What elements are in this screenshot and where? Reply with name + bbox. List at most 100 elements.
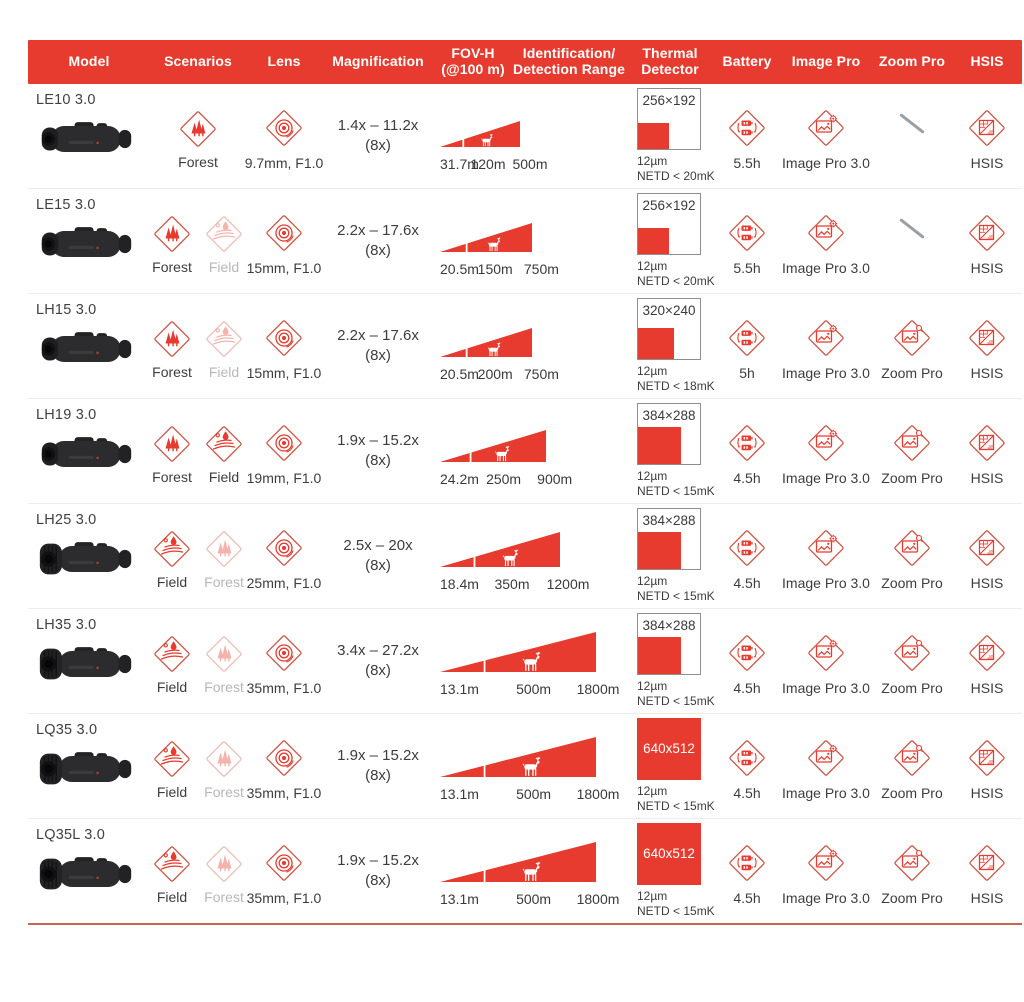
model-cell: LQ35 3.0 [28, 714, 150, 818]
not-available-slash [899, 217, 925, 239]
zoom-pro-cell [872, 189, 952, 293]
hsis-cell: HSIS [952, 609, 1022, 713]
thermal-detector-cell: 384×288 12µm NETD < 15mK [626, 399, 715, 503]
detector-specs: 12µm NETD < 18mK [637, 364, 715, 394]
thermal-detector-cell: 640x512 12µm NETD < 15mK [626, 819, 715, 923]
fov-value: 20.5m [440, 261, 479, 277]
battery-icon [721, 102, 773, 154]
zoom-pro-cell [872, 84, 952, 188]
battery-icon [721, 627, 773, 679]
column-header-label: Model [68, 53, 110, 70]
zoom-pro-cell: Zoom Pro [872, 294, 952, 398]
identification-value: 120m [470, 156, 506, 172]
zoom-pro-label: Zoom Pro [881, 574, 943, 591]
column-header-range: Identification/ Detection Range [512, 40, 626, 84]
fov-value: 31.7m [440, 156, 479, 172]
detector-fill-square [638, 227, 669, 254]
detector-netd: NETD < 18mK [637, 379, 715, 393]
detection-value: 900m [537, 471, 573, 487]
lens-cell: 19mm, F1.0 [246, 399, 322, 503]
forest-icon [146, 313, 198, 365]
battery-icon [721, 522, 773, 574]
range-values: 31.7m 120m 500m [440, 156, 618, 172]
magnification-base: (8x) [365, 767, 391, 784]
scenario-forest: Forest [199, 628, 249, 695]
thermal-detector-cell: 640x512 12µm NETD < 15mK [626, 714, 715, 818]
magnification-range: 1.9x – 15.2x [337, 431, 419, 449]
fov-value: 13.1m [440, 786, 479, 802]
scenario-label: Forest [204, 888, 244, 905]
hsis-cell: HSIS [952, 714, 1022, 818]
device-photo [36, 847, 136, 906]
column-header-hsis: HSIS [952, 40, 1022, 84]
field-icon [146, 523, 198, 575]
detection-value: 750m [523, 261, 559, 277]
battery-icon [721, 417, 773, 469]
hsis-label: HSIS [970, 259, 1004, 276]
table-row: LQ35 3.0 Field Forest 35mm, F1.0 1.9x – 1… [28, 713, 1022, 818]
magnification-cell: 2.2x – 17.6x (8x) [322, 294, 434, 398]
detector-resolution: 384×288 [642, 408, 696, 423]
image-pro-label: Image Pro 3.0 [782, 154, 870, 171]
column-header-label: Scenarios [164, 53, 232, 70]
hsis-cell: HSIS [952, 399, 1022, 503]
lens-icon [258, 417, 310, 469]
lens-cell: 15mm, F1.0 [246, 189, 322, 293]
zoom-pro-icon [886, 417, 938, 469]
range-values: 13.1m 500m 1800m [440, 891, 619, 907]
field-icon [146, 733, 198, 785]
lens-icon [258, 837, 310, 889]
range-values: 13.1m 500m 1800m [440, 681, 619, 697]
range-values: 20.5m 150m 750m [440, 261, 618, 277]
detector-fill-square [638, 122, 669, 149]
column-header-label: Image Pro [791, 53, 861, 70]
magnification-base: (8x) [365, 137, 391, 154]
battery-life: 4.5h [733, 574, 761, 591]
image-pro-icon [800, 102, 852, 154]
zoom-pro-label: Zoom Pro [881, 469, 943, 486]
battery-cell: 4.5h [714, 609, 780, 713]
detector-pixel-pitch: 12µm [637, 154, 668, 168]
hsis-icon [961, 102, 1013, 154]
detector-resolution: 256×192 [642, 93, 696, 108]
detector-netd: NETD < 15mK [637, 799, 715, 813]
scenario-label: Forest [204, 678, 244, 695]
hsis-cell: HSIS [952, 189, 1022, 293]
detector-netd: NETD < 15mK [637, 589, 715, 603]
lens-cell: 35mm, F1.0 [246, 714, 322, 818]
detector-fill-square [638, 532, 682, 569]
zoom-pro-cell: Zoom Pro [872, 819, 952, 923]
device-photo [36, 532, 136, 591]
hsis-label: HSIS [970, 784, 1004, 801]
model-name: LH25 3.0 [36, 512, 97, 528]
battery-cell: 5.5h [714, 84, 780, 188]
column-header-magnification: Magnification [322, 40, 434, 84]
magnification-range: 2.2x – 17.6x [337, 326, 419, 344]
scenario-field: Field [147, 733, 197, 800]
device-photo [36, 742, 136, 801]
scenario-label: Field [208, 468, 240, 485]
model-cell: LH15 3.0 [28, 294, 150, 398]
lens-spec: 35mm, F1.0 [246, 679, 322, 696]
battery-life: 4.5h [733, 679, 761, 696]
fov-range-cell: 18.4m 350m 1200m [434, 504, 626, 608]
image-pro-label: Image Pro 3.0 [782, 679, 870, 696]
detector-graphic: 384×288 12µm NETD < 15mK [637, 403, 715, 499]
image-pro-label: Image Pro 3.0 [782, 784, 870, 801]
detector-specs: 12µm NETD < 15mK [637, 469, 715, 499]
thermal-detector-cell: 384×288 12µm NETD < 15mK [626, 504, 715, 608]
model-name: LH35 3.0 [36, 617, 97, 633]
hsis-cell: HSIS [952, 294, 1022, 398]
detector-graphic: 640x512 12µm NETD < 15mK [637, 823, 715, 919]
battery-life: 4.5h [733, 889, 761, 906]
lens-cell: 15mm, F1.0 [246, 294, 322, 398]
zoom-pro-icon [886, 837, 938, 889]
battery-cell: 5.5h [714, 189, 780, 293]
column-header-model: Model [28, 40, 150, 84]
range-values: 20.5m 200m 750m [440, 366, 618, 382]
column-header-label: Battery [722, 53, 772, 70]
detector-box: 320×240 [637, 298, 701, 360]
table-row: LH35 3.0 Field Forest 35mm, F1.0 3.4x – 2… [28, 608, 1022, 713]
thermal-detector-cell: 320×240 12µm NETD < 18mK [626, 294, 715, 398]
range-triangle [440, 524, 618, 568]
